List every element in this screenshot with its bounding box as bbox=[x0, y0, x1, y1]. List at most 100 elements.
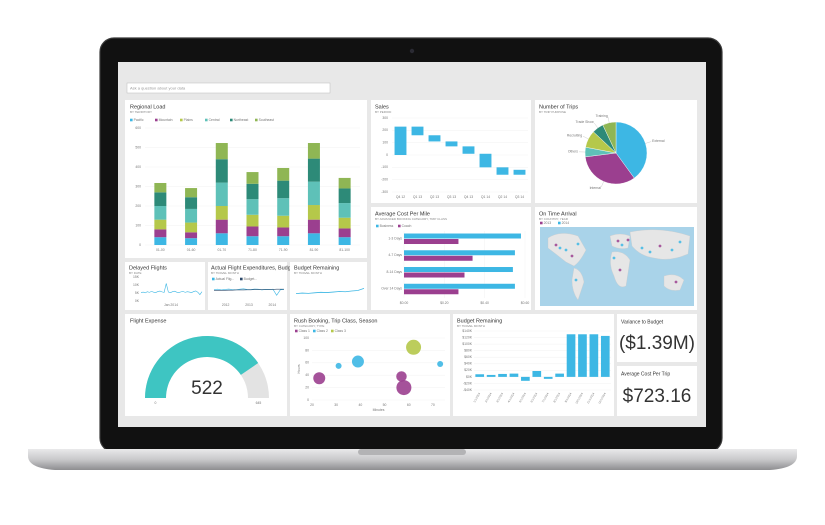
x-tick-label: Q2 14 bbox=[498, 195, 507, 199]
bar-segment bbox=[338, 177, 351, 189]
x-tick-label: Q4 12 bbox=[396, 195, 405, 199]
x-axis-label: Minutes bbox=[373, 408, 385, 412]
map-dot bbox=[616, 239, 620, 243]
y-tick-label: $0K bbox=[466, 375, 473, 379]
tile-title: Sales bbox=[375, 104, 389, 110]
search-box[interactable] bbox=[126, 82, 331, 94]
x-tick-label: 2014 bbox=[269, 303, 277, 307]
bar bbox=[486, 374, 496, 377]
bar-segment bbox=[307, 143, 320, 159]
gauge-max-label: 645 bbox=[256, 401, 262, 405]
tile-title: Budget Remaining bbox=[457, 318, 502, 324]
bar-segment bbox=[307, 233, 320, 245]
y-tick-label: -$40K bbox=[463, 388, 473, 392]
x-tick-label: 81-100 bbox=[339, 248, 350, 252]
y-tick-label: -300 bbox=[381, 190, 388, 194]
bar-segment bbox=[215, 219, 228, 234]
legend-label: Central bbox=[209, 118, 220, 122]
bar bbox=[404, 272, 465, 278]
x-tick-label: $0.60 bbox=[521, 301, 530, 305]
camera bbox=[409, 48, 415, 54]
map-dot bbox=[674, 280, 678, 284]
tile-subtitle: BY PERIOD bbox=[375, 110, 392, 114]
y-tick-label: -200 bbox=[381, 178, 388, 182]
bar-segment bbox=[215, 159, 228, 183]
x-tick-label: 01-70 bbox=[217, 248, 226, 252]
bubble bbox=[335, 362, 342, 369]
legend-swatch bbox=[558, 221, 561, 225]
bar bbox=[521, 376, 530, 381]
waterfall-bar bbox=[411, 126, 424, 136]
x-tick-label: 01-00 bbox=[156, 248, 165, 252]
bar bbox=[600, 335, 610, 377]
legend-label: Northeast bbox=[234, 118, 249, 122]
bar-segment bbox=[154, 229, 167, 238]
tile-subtitle: BY CATEGORY, TYPE bbox=[294, 324, 324, 328]
pie-label: Trade Show bbox=[576, 120, 595, 124]
tile-subtitle: BY TRAVEL MONTH bbox=[457, 324, 485, 328]
tile-title: Average Cost Per Mile bbox=[375, 211, 430, 217]
legend-swatch bbox=[398, 224, 401, 228]
map-land bbox=[571, 267, 585, 301]
bar bbox=[404, 267, 513, 273]
y-tick-label: 100 bbox=[303, 336, 309, 340]
legend-swatch bbox=[331, 329, 334, 333]
y-tick-label: $80K bbox=[464, 349, 473, 353]
map-dot bbox=[670, 248, 674, 252]
bar-segment bbox=[277, 167, 290, 181]
bar-segment bbox=[307, 219, 320, 234]
bar-segment bbox=[307, 181, 320, 206]
pie-label: Internal bbox=[590, 186, 602, 190]
bar-segment bbox=[246, 172, 259, 184]
map-dot bbox=[640, 246, 644, 250]
bar bbox=[404, 239, 459, 245]
x-tick-label: Q2 13 bbox=[430, 195, 439, 199]
y-tick-label: -100 bbox=[381, 165, 388, 169]
bar-segment bbox=[215, 233, 228, 245]
y-tick-label: 10K bbox=[133, 283, 140, 287]
bar bbox=[404, 255, 473, 261]
y-tick-label: $100K bbox=[462, 342, 473, 346]
bar bbox=[532, 370, 542, 377]
legend-label: Business bbox=[380, 224, 394, 228]
x-tick-label: 4/1/2014 bbox=[507, 391, 516, 403]
y-tick-label: 0K bbox=[135, 299, 140, 303]
legend-label: 2013 bbox=[544, 221, 552, 225]
legend-swatch bbox=[205, 118, 208, 122]
bar bbox=[404, 289, 459, 295]
y-tick-label: 0 bbox=[139, 243, 141, 247]
bar-segment bbox=[154, 192, 167, 206]
bar-segment bbox=[277, 215, 290, 228]
legend-label: Coach bbox=[402, 224, 412, 228]
waterfall-bar bbox=[479, 153, 492, 168]
map-land bbox=[609, 233, 631, 249]
legend-swatch bbox=[155, 118, 158, 122]
map-dot bbox=[574, 278, 578, 282]
x-tick-label: 1/1/2014 bbox=[472, 391, 481, 403]
bar-segment bbox=[307, 158, 320, 182]
bar-segment bbox=[307, 205, 320, 220]
bar-segment bbox=[215, 182, 228, 206]
bar bbox=[498, 373, 507, 377]
x-tick-label: $0.40 bbox=[480, 301, 489, 305]
x-tick-label: Q3 13 bbox=[447, 195, 456, 199]
card-value: ($1.39M) bbox=[619, 333, 695, 354]
pie-label: Others bbox=[568, 150, 578, 154]
tile-subtitle: BY TERRITORY bbox=[130, 110, 152, 114]
x-tick-label: 81-90 bbox=[310, 248, 319, 252]
legend-swatch bbox=[240, 277, 243, 281]
legend-label: Budget... bbox=[244, 277, 258, 281]
bar-segment bbox=[246, 226, 259, 237]
bar-segment bbox=[338, 203, 351, 218]
bar bbox=[509, 373, 519, 377]
tile-title: Number of Trips bbox=[539, 104, 578, 110]
bar-segment bbox=[154, 219, 167, 230]
bar-segment bbox=[277, 227, 290, 237]
bar-segment bbox=[277, 180, 290, 199]
x-tick-label: 7/1/2014 bbox=[541, 391, 550, 403]
map-dot bbox=[576, 242, 580, 246]
y-tick-label: $60K bbox=[464, 355, 473, 359]
bar-segment bbox=[185, 208, 198, 223]
x-tick-label: 9/1/2014 bbox=[564, 391, 573, 403]
